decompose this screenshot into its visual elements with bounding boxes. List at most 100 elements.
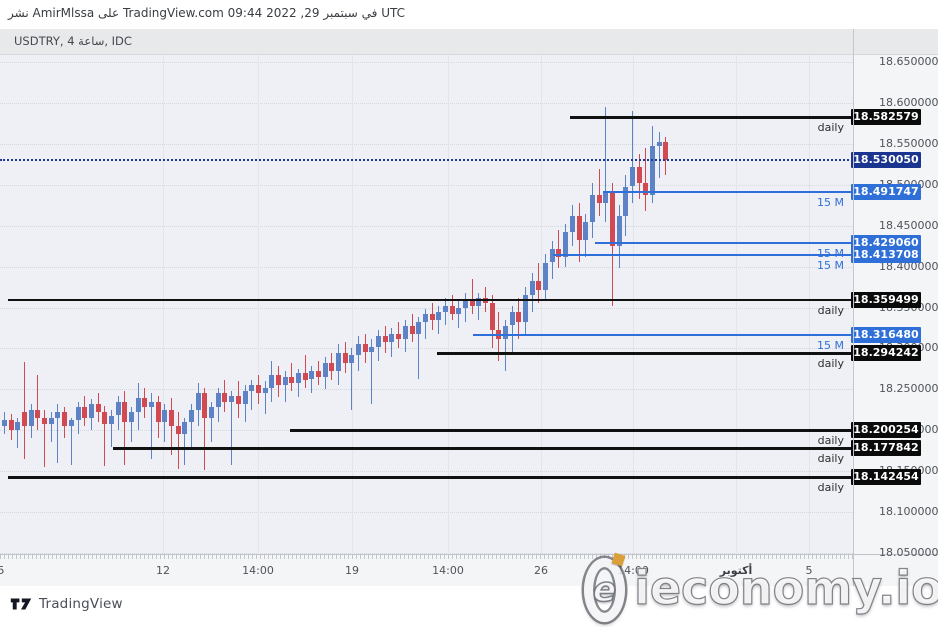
candle [289, 377, 295, 383]
candle-wick [124, 391, 126, 465]
candle [329, 363, 335, 372]
gridline-horizontal [0, 471, 853, 473]
candle [242, 391, 248, 405]
level-line-18.177842[interactable] [113, 447, 853, 450]
level-tag: daily [817, 121, 844, 135]
candle [663, 142, 669, 161]
candle-wick [70, 418, 72, 465]
level-line-18.413708[interactable] [553, 254, 853, 257]
candle [215, 393, 221, 408]
time-axis[interactable]: 5 12 14:00 19 14:00 26 14:00 أكتوبر 5 [0, 554, 853, 586]
candle [416, 322, 422, 334]
time-label: 5 [805, 564, 813, 577]
level-line-18.200254[interactable] [290, 429, 853, 432]
candle [382, 336, 388, 342]
candle [549, 248, 555, 263]
candle [229, 395, 235, 402]
level-line-18.359499[interactable] [8, 298, 853, 302]
price-axis[interactable]: 18.65000018.60000018.55000018.50000018.4… [851, 29, 938, 559]
candle [643, 183, 649, 195]
price-tick-label: 18.100000 [879, 505, 938, 518]
candle [503, 325, 508, 339]
gridline-vertical [541, 29, 542, 554]
price-tick-label: 18.450000 [879, 218, 938, 232]
candle [48, 418, 54, 424]
gridline-horizontal [0, 62, 853, 64]
candle-wick [371, 338, 373, 404]
gridline-horizontal [0, 184, 853, 186]
candle [35, 409, 41, 418]
candle [489, 303, 495, 331]
level-tag: daily [817, 434, 844, 447]
candle [469, 299, 475, 306]
candle [68, 420, 74, 427]
level-line-18.491747[interactable] [603, 190, 853, 193]
gridline-vertical [633, 29, 634, 554]
candle-wick [17, 418, 19, 449]
candle [262, 387, 268, 394]
candle [543, 262, 549, 290]
candle [623, 186, 629, 216]
candle [316, 371, 321, 377]
level-line-18.316480[interactable] [473, 334, 853, 336]
candle [202, 393, 208, 418]
candle-wick [211, 401, 213, 443]
candle-wick [164, 404, 166, 443]
price-level-badge: 18.429060 [851, 234, 921, 251]
gridline-horizontal [0, 389, 853, 391]
level-line-18.429060[interactable] [595, 241, 853, 244]
candle [8, 420, 14, 431]
candle [88, 404, 94, 418]
candle [376, 336, 382, 347]
candle [295, 373, 301, 383]
candle-wick [505, 319, 506, 372]
gridline-horizontal [0, 512, 853, 513]
candle [82, 407, 88, 418]
price-axis-border [853, 29, 854, 586]
candle [55, 412, 61, 418]
tradingview-logo[interactable]: TradingView [10, 596, 123, 612]
price-level-badge: 18.316480 [851, 327, 921, 343]
level-line-18.582579[interactable] [570, 116, 853, 119]
level-tag: daily [817, 481, 844, 495]
candle [255, 385, 261, 394]
candle [22, 412, 27, 427]
candle [95, 404, 101, 413]
current-price-line [0, 159, 853, 162]
level-tag: 15 M [817, 195, 844, 209]
candle [476, 297, 482, 306]
gridline-vertical [448, 29, 449, 554]
candle-wick [231, 391, 233, 465]
candle [189, 409, 194, 423]
candle [616, 215, 622, 247]
candle [322, 363, 328, 378]
symbol-header: USDTRY, 4 ساعة, IDC [0, 29, 938, 55]
current-price-badge: 18.530050 [851, 152, 921, 169]
candle [162, 409, 168, 423]
candle [2, 420, 7, 427]
candle [389, 333, 395, 342]
candle [409, 325, 415, 334]
price-level-badge: 18.413708 [851, 247, 921, 264]
level-tag: 15 M [817, 259, 844, 273]
level-tag: daily [817, 303, 844, 317]
gridline-horizontal [0, 103, 853, 104]
candle [128, 412, 134, 422]
candle-wick [284, 371, 286, 402]
candle [149, 401, 154, 408]
candle [583, 221, 589, 241]
candle [576, 215, 582, 241]
candle-wick [44, 409, 46, 468]
time-label: 14:00 [242, 564, 274, 577]
price-level-badge: 18.582579 [851, 109, 921, 126]
candle-wick [598, 168, 600, 216]
candle [142, 397, 148, 408]
level-tag: 15 M [817, 246, 844, 260]
level-tag: daily [817, 357, 844, 371]
candle-wick [130, 407, 132, 443]
level-line-18.294242[interactable] [437, 352, 853, 355]
level-line-18.142454[interactable] [8, 476, 853, 479]
gridline-horizontal [0, 348, 853, 350]
